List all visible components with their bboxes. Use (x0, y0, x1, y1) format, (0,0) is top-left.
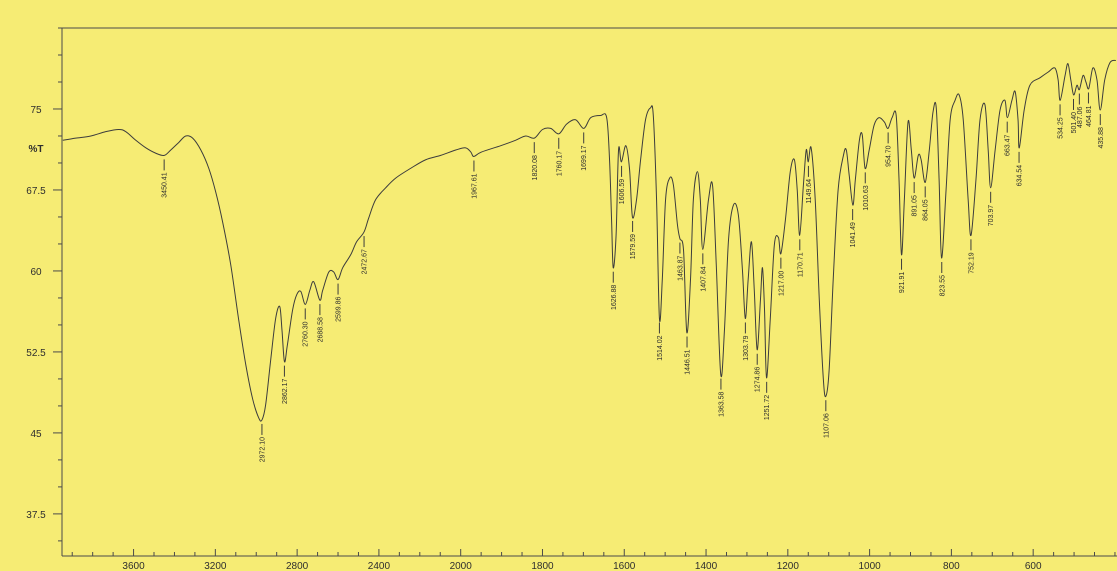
peak-label: 1407.84 (700, 266, 707, 291)
peak-label: 2688.58 (317, 317, 324, 342)
y-tick-label: 52.5 (26, 348, 46, 359)
x-tick-label: 600 (1025, 561, 1042, 571)
peak-label: 1149.64 (806, 179, 813, 204)
plot-frame (61, 27, 1117, 557)
x-tick-label: 800 (943, 561, 960, 571)
peak-label: 1170.71 (797, 252, 804, 277)
peak-label: 501.40 (1071, 112, 1078, 134)
x-tick-label: 2800 (286, 561, 309, 571)
peak-label: 1217.00 (778, 271, 785, 296)
peak-label: 1010.63 (863, 185, 870, 210)
x-tick-label: 1000 (858, 561, 881, 571)
peak-label: 1363.58 (718, 392, 725, 417)
y-tick-label: 45 (30, 429, 42, 440)
peak-label: 921.91 (899, 272, 906, 294)
peak-label: 1251.72 (764, 395, 771, 420)
y-axis-label: %T (29, 144, 44, 155)
peak-label: 1626.88 (611, 285, 618, 310)
x-tick-label: 1200 (777, 561, 800, 571)
x-tick-label: 1400 (695, 561, 718, 571)
peak-label: 435.88 (1098, 127, 1105, 149)
peak-label: 1760.17 (556, 151, 563, 176)
peak-label: 1041.49 (850, 222, 857, 247)
x-tick-label: 2000 (450, 561, 473, 571)
peak-labels: 3450.41 2972.10 2862.17 2760.30 2688.58 2599.… (162, 92, 1105, 462)
y-tick-label: 60 (30, 267, 42, 278)
peak-label: 2972.10 (259, 437, 266, 462)
peak-label: 1463.87 (677, 255, 684, 280)
x-tick-label: 3600 (122, 561, 145, 571)
peak-label: 823.55 (939, 275, 946, 297)
peak-label: 3450.41 (162, 172, 169, 197)
peak-label: 752.19 (968, 252, 975, 274)
peak-label: 487.06 (1077, 106, 1084, 128)
x-axis: 3600 3200 2800 2400 2000 1800 1600 1400 1200 1000… (71, 549, 1116, 571)
x-tick-label: 1600 (613, 561, 636, 571)
y-axis: 75 67.5 60 52.5 45 37.5 (26, 27, 62, 542)
peak-label: 1107.06 (823, 413, 830, 438)
peak-label: 1274.86 (755, 367, 762, 392)
peak-label: 891.05 (912, 195, 919, 217)
spectrum-line (62, 59, 1116, 422)
peak-label: 2472.67 (362, 249, 369, 274)
peak-label: 1699.17 (581, 145, 588, 170)
peak-label: 954.70 (886, 145, 893, 167)
peak-label: 634.54 (1017, 165, 1024, 187)
peak-label: 464.81 (1086, 105, 1093, 127)
peak-label: 1303.79 (743, 335, 750, 360)
peak-label: 703.97 (988, 205, 995, 227)
peak-label: 1446.51 (685, 349, 692, 374)
peak-label: 1606.59 (619, 179, 626, 204)
peak-label: 2862.17 (282, 379, 289, 404)
peak-label: 534.25 (1058, 117, 1065, 139)
x-tick-label: 2400 (368, 561, 391, 571)
peak-label: 2760.30 (303, 321, 310, 346)
peak-label: 2599.86 (336, 296, 343, 321)
y-tick-label: 37.5 (26, 510, 46, 521)
x-tick-label: 1800 (531, 561, 554, 571)
peak-label: 1514.02 (657, 335, 664, 360)
y-tick-label: 67.5 (26, 186, 46, 197)
peak-label: 1967.61 (471, 173, 478, 198)
peak-label: 663.47 (1005, 135, 1012, 157)
peak-label: 1820.08 (532, 155, 539, 180)
peak-label: 864.05 (923, 199, 930, 221)
peak-label: 1579.59 (630, 234, 637, 259)
y-tick-label: 75 (30, 105, 42, 116)
x-tick-label: 3200 (204, 561, 227, 571)
